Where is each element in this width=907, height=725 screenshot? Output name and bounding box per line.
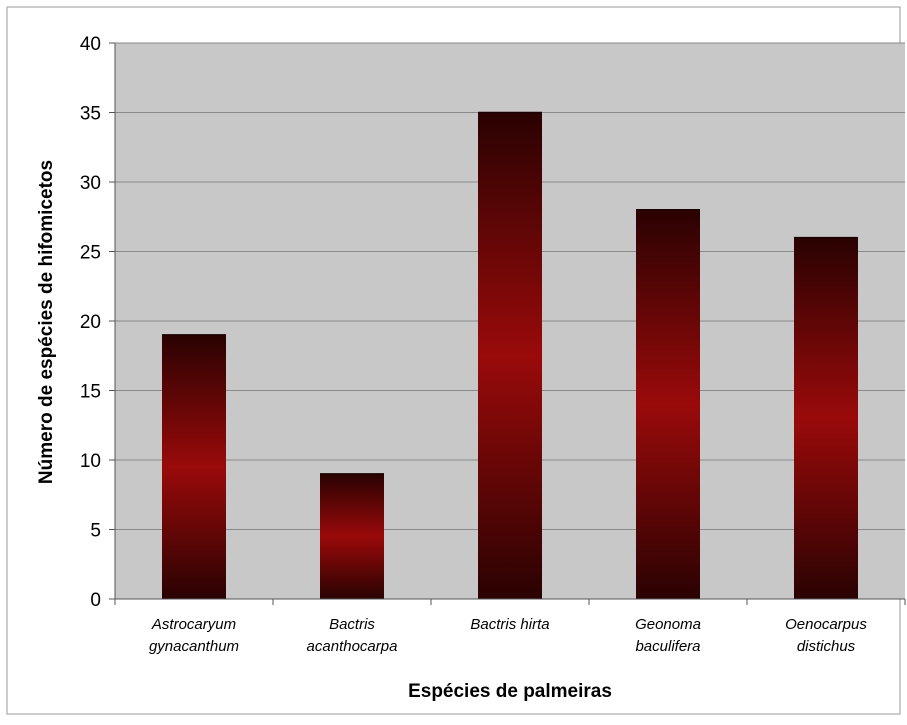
y-tick-label: 25 [80, 243, 101, 264]
x-tick-label: Bactris hirta [470, 616, 549, 633]
y-tick-label: 5 [90, 521, 101, 542]
x-tick-label: Astrocaryum [151, 616, 236, 633]
x-tick-label: Geonoma [635, 616, 701, 633]
x-axis-title: Espécies de palmeiras [408, 681, 612, 702]
x-tick-label: baculifera [635, 638, 700, 655]
x-tick-label: acanthocarpa [307, 638, 398, 655]
y-tick-label: 15 [80, 382, 101, 403]
bar [794, 237, 858, 599]
axes [109, 42, 906, 605]
x-tick-label: distichus [797, 638, 856, 655]
y-tick-label: 20 [80, 312, 101, 333]
y-tick-label: 35 [80, 104, 101, 125]
x-tick-labels: Astrocaryum gynacanthum Bactris acanthocarp… [149, 616, 867, 655]
x-tick-label: Oenocarpus [785, 616, 867, 633]
bar [636, 209, 700, 600]
y-tick-label: 30 [80, 173, 101, 194]
y-tick-labels: 0 5 10 15 20 25 30 35 40 [80, 34, 101, 611]
y-tick-label: 0 [90, 590, 101, 611]
bars [162, 111, 858, 600]
y-axis-title: Número de espécies de hifomicetos [36, 160, 57, 484]
bar [478, 112, 542, 599]
y-tick-label: 10 [80, 451, 101, 472]
x-tick-label: Bactris [329, 616, 375, 633]
y-tick-label: 40 [80, 34, 101, 55]
bar [320, 473, 384, 599]
x-tick-label: gynacanthum [149, 638, 239, 655]
bar [162, 334, 226, 599]
